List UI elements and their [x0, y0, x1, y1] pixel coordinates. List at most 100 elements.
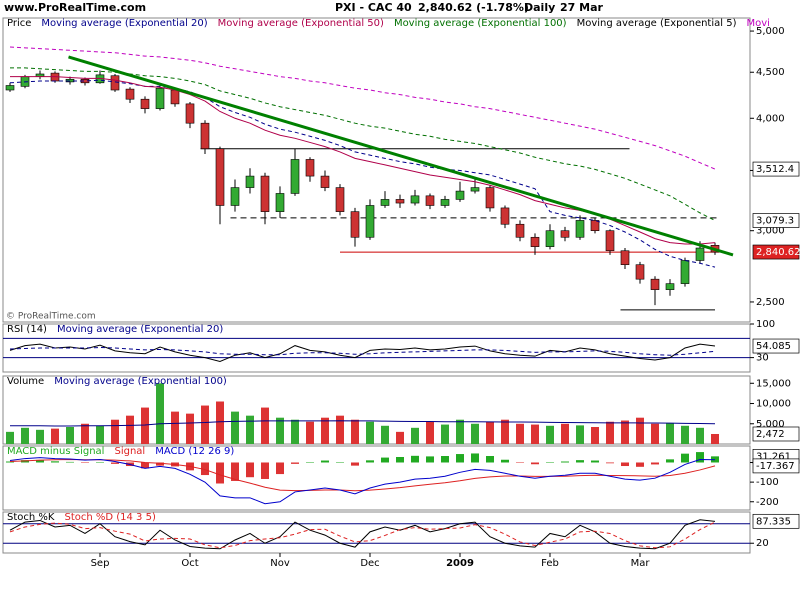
- bar: [396, 456, 404, 463]
- bar: [621, 462, 629, 467]
- bar: [666, 422, 674, 444]
- bar: [96, 425, 104, 444]
- bar: [516, 462, 524, 463]
- candle-body: [590, 220, 600, 232]
- x-tick-label: Sep: [91, 558, 110, 569]
- candle-body: [455, 190, 465, 200]
- candle-body: [635, 264, 645, 280]
- bar: [696, 452, 704, 463]
- bar: [636, 462, 644, 467]
- bar: [381, 425, 389, 444]
- bar: [141, 462, 149, 469]
- bar: [681, 453, 689, 463]
- bar: [561, 423, 569, 444]
- bar: [141, 407, 149, 444]
- bar: [366, 421, 374, 444]
- candle-body: [575, 220, 585, 238]
- bar: [636, 417, 644, 444]
- value-box: [752, 213, 800, 228]
- candle-body: [335, 187, 345, 212]
- date: 27 Mar: [560, 1, 604, 14]
- value-box-label: 54.085: [756, 341, 791, 352]
- bar: [441, 456, 449, 463]
- bar: [591, 427, 599, 444]
- value-box: [752, 458, 800, 474]
- last-price: 2,840.62 (-1.78%): [418, 1, 529, 14]
- candle-body: [425, 195, 435, 206]
- candle-body: [185, 103, 195, 124]
- bar: [591, 460, 599, 463]
- value-box-label: 3,512.4: [756, 164, 794, 175]
- value-box: [752, 338, 800, 354]
- candle-body: [350, 211, 360, 238]
- bar: [51, 428, 59, 444]
- y-tick-label: 4,500: [756, 67, 785, 78]
- y-tick-label: 10,000: [756, 399, 791, 410]
- bar: [696, 427, 704, 444]
- bar: [456, 454, 464, 463]
- value-box: [752, 244, 800, 260]
- x-tick-label: Feb: [541, 558, 559, 569]
- legend-entry: Signal: [114, 446, 145, 457]
- bar: [96, 462, 104, 463]
- series-line: [9, 457, 716, 505]
- bar: [606, 421, 614, 444]
- value-box-label: 3,079.3: [756, 216, 794, 227]
- value-box-label: 87.335: [756, 516, 791, 527]
- x-tick-label: Mar: [631, 558, 651, 569]
- bar: [366, 460, 374, 463]
- bar: [216, 401, 224, 444]
- bar: [351, 419, 359, 444]
- bar: [441, 424, 449, 444]
- candle-body: [245, 175, 255, 188]
- y-tick-label: 3,000: [756, 226, 785, 237]
- bar: [156, 383, 164, 444]
- bar: [306, 462, 314, 463]
- bar: [516, 423, 524, 444]
- bar: [546, 462, 554, 463]
- bar: [351, 462, 359, 466]
- bar: [336, 462, 344, 463]
- bar: [246, 415, 254, 444]
- legend-entry: Moving average (Exponential 20): [41, 18, 207, 29]
- bar: [396, 431, 404, 444]
- bar: [81, 462, 89, 463]
- candle-body: [680, 260, 690, 284]
- bar: [276, 462, 284, 475]
- bar: [186, 413, 194, 444]
- candle-body: [5, 85, 15, 91]
- period: Daily: [524, 1, 555, 14]
- bar: [336, 415, 344, 444]
- candle-body: [380, 199, 390, 206]
- candle-body: [230, 187, 240, 206]
- bar: [36, 459, 44, 463]
- bar: [261, 462, 269, 479]
- candle-body: [470, 187, 480, 192]
- candle-body: [695, 247, 705, 261]
- x-tick-label: Dec: [360, 558, 379, 569]
- candle-body: [260, 175, 270, 212]
- candle-body: [140, 98, 150, 109]
- panel-title: Volume: [7, 376, 44, 387]
- y-tick-label: -200: [756, 497, 779, 508]
- y-tick-label: 4,000: [756, 113, 785, 124]
- panel-frame: [2, 375, 751, 445]
- candle-body: [485, 187, 495, 209]
- bar: [321, 460, 329, 463]
- candle-body: [515, 223, 525, 238]
- value-box-label: 31.261: [756, 451, 791, 462]
- bar: [201, 405, 209, 444]
- value-box: [752, 513, 800, 529]
- candle-body: [665, 283, 675, 290]
- legend-entry: Movi: [746, 18, 769, 29]
- candle-body: [440, 199, 450, 206]
- bar: [561, 461, 569, 463]
- bar: [606, 462, 614, 464]
- candle-body: [110, 75, 120, 91]
- bar: [291, 419, 299, 444]
- legend-entry: Moving average (Exponential 5): [577, 18, 737, 29]
- bar: [411, 455, 419, 463]
- bar: [156, 462, 164, 466]
- symbol: PXI - CAC 40: [335, 1, 412, 14]
